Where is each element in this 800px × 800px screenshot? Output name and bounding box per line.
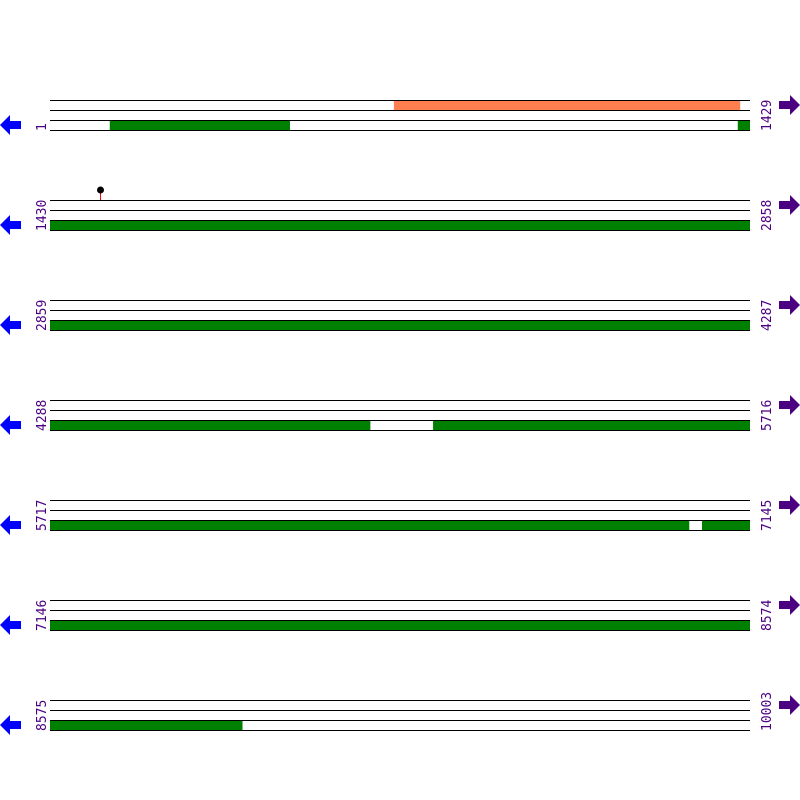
marker-head — [97, 186, 104, 194]
feature-green — [50, 221, 750, 230]
arrow-left-icon[interactable] — [0, 215, 21, 235]
feature-green — [50, 621, 750, 630]
arrow-left-icon[interactable] — [0, 515, 21, 535]
arrow-right-icon[interactable] — [779, 695, 800, 715]
arrow-left-icon[interactable] — [0, 715, 21, 735]
row-end-label: 7145 — [760, 500, 775, 531]
feature-green — [50, 321, 750, 330]
row-start-label: 1 — [35, 123, 50, 131]
row-end-label: 4287 — [760, 300, 775, 331]
arrow-right-icon[interactable] — [779, 95, 800, 115]
feature-green — [433, 421, 750, 430]
row-end-label: 5716 — [760, 400, 775, 431]
feature-green — [50, 721, 243, 730]
row-end-label: 1429 — [760, 100, 775, 131]
feature-green — [109, 121, 291, 130]
row-start-label: 1430 — [35, 200, 50, 231]
row-start-label: 7146 — [35, 600, 50, 631]
row-end-label: 8574 — [760, 600, 775, 631]
feature-green — [50, 421, 371, 430]
arrow-left-icon[interactable] — [0, 315, 21, 335]
arrow-right-icon[interactable] — [779, 195, 800, 215]
arrow-right-icon[interactable] — [779, 595, 800, 615]
feature-orange — [393, 101, 741, 110]
feature-green — [50, 521, 690, 530]
row-start-label: 2859 — [35, 300, 50, 331]
arrow-right-icon[interactable] — [779, 395, 800, 415]
feature-green — [701, 521, 750, 530]
row-end-label: 10003 — [760, 692, 775, 731]
arrow-left-icon[interactable] — [0, 115, 21, 135]
row-end-label: 2858 — [760, 200, 775, 231]
arrow-left-icon[interactable] — [0, 615, 21, 635]
row-start-label: 5717 — [35, 500, 50, 531]
row-start-label: 8575 — [35, 700, 50, 731]
feature-green — [737, 121, 750, 130]
arrow-right-icon[interactable] — [779, 495, 800, 515]
row-start-label: 4288 — [35, 400, 50, 431]
arrow-right-icon[interactable] — [779, 295, 800, 315]
arrow-left-icon[interactable] — [0, 415, 21, 435]
